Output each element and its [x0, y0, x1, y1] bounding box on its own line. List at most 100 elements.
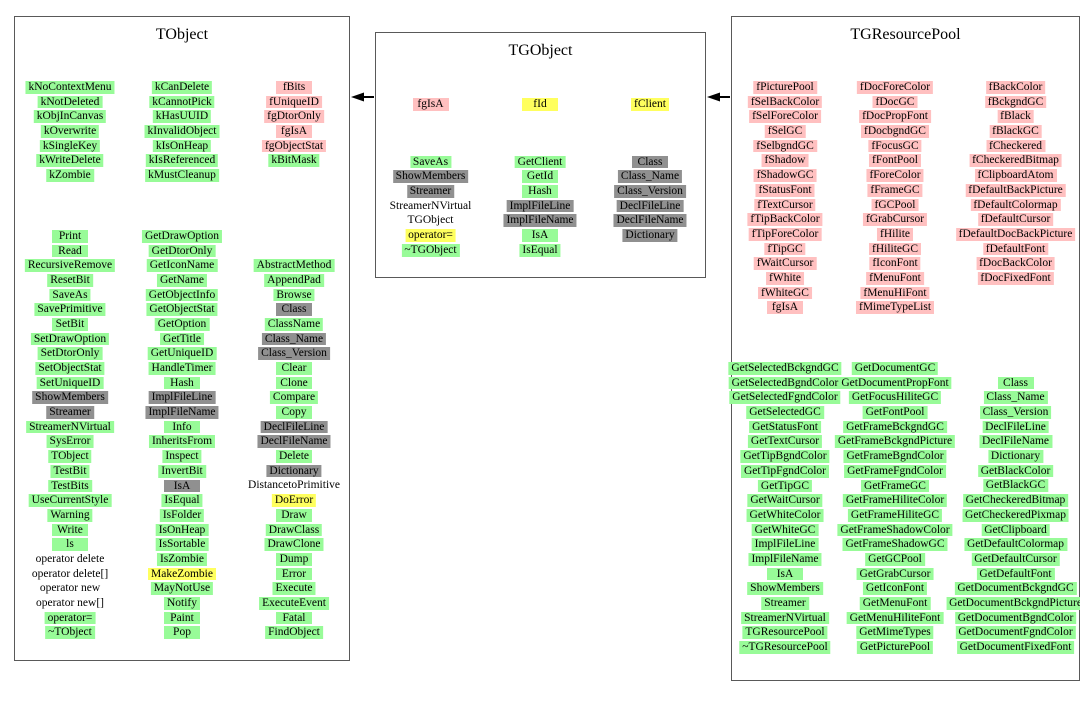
member-findobject[interactable]: FindObject — [265, 626, 323, 640]
member-fbckgndgc[interactable]: fBckgndGC — [984, 95, 1047, 109]
member-class[interactable]: Class — [632, 155, 668, 169]
member-ffontpool[interactable]: fFontPool — [868, 154, 922, 168]
member-fatal[interactable]: Fatal — [276, 611, 312, 625]
member-declfilename[interactable]: DeclFileName — [613, 214, 687, 228]
member-getpicturepool[interactable]: GetPicturePool — [856, 641, 934, 654]
member-geticonfont[interactable]: GetIconFont — [862, 582, 928, 596]
member-isa[interactable]: IsA — [164, 479, 200, 493]
member-kisonheap[interactable]: kIsOnHeap — [152, 139, 212, 153]
member-read[interactable]: Read — [52, 244, 88, 258]
member-~tgobject[interactable]: ~TGObject — [401, 243, 460, 257]
member-ftipbackcolor[interactable]: fTipBackColor — [747, 213, 823, 226]
member-operator-new[interactable]: operator new[] — [35, 597, 105, 609]
class-title-tgresourcepool[interactable]: TGResourcePool — [850, 26, 961, 43]
member-streamernvirtual[interactable]: StreamerNVirtual — [389, 199, 472, 212]
member-resetbit[interactable]: ResetBit — [47, 273, 93, 287]
member-getwhitecolor[interactable]: GetWhiteColor — [746, 508, 824, 522]
member-fhilitegc[interactable]: fHiliteGC — [869, 242, 921, 256]
member-isfolder[interactable]: IsFolder — [159, 508, 205, 522]
member-fselgc[interactable]: fSelGC — [764, 125, 806, 138]
member-showmembers[interactable]: ShowMembers — [392, 170, 469, 184]
member-declfilename[interactable]: DeclFileName — [978, 435, 1053, 449]
member-testbits[interactable]: TestBits — [48, 479, 92, 493]
member-paint[interactable]: Paint — [164, 611, 200, 625]
member-fdocfixedfont[interactable]: fDocFixedFont — [977, 271, 1054, 285]
member-getmenufont[interactable]: GetMenuFont — [859, 597, 931, 610]
member-class_name[interactable]: Class_Name — [617, 170, 683, 184]
member-inheritsfrom[interactable]: InheritsFrom — [148, 435, 216, 449]
member-fbackcolor[interactable]: fBackColor — [985, 81, 1046, 94]
member-fselbgndgc[interactable]: fSelbgndGC — [753, 139, 817, 153]
member-hash[interactable]: Hash — [522, 185, 558, 198]
member-getname[interactable]: GetName — [156, 273, 208, 287]
member-getfontpool[interactable]: GetFontPool — [862, 406, 928, 419]
member-streamernvirtual[interactable]: StreamerNVirtual — [26, 420, 114, 434]
member-getframebgndcolor[interactable]: GetFrameBgndColor — [843, 450, 947, 463]
member-usecurrentstyle[interactable]: UseCurrentStyle — [28, 494, 112, 507]
member-getblackcolor[interactable]: GetBlackColor — [977, 464, 1054, 478]
member-setbit[interactable]: SetBit — [52, 317, 88, 331]
member-fdocbgndgc[interactable]: fDocbgndGC — [861, 125, 929, 138]
member-copy[interactable]: Copy — [276, 406, 312, 419]
member-gettipgc[interactable]: GetTipGC — [757, 479, 813, 493]
member-info[interactable]: Info — [164, 420, 200, 434]
member-fwhite[interactable]: fWhite — [766, 271, 804, 285]
member-ftextcursor[interactable]: fTextCursor — [754, 198, 816, 212]
member-fblackgc[interactable]: fBlackGC — [989, 125, 1042, 138]
member-getframegc[interactable]: GetFrameGC — [861, 479, 929, 493]
member-getmenuhilitefont[interactable]: GetMenuHiliteFont — [846, 611, 944, 625]
member-operator[interactable]: operator= — [44, 611, 96, 625]
member-gettipfgndcolor[interactable]: GetTipFgndColor — [740, 464, 830, 478]
member-clear[interactable]: Clear — [276, 361, 312, 375]
member-fdocgc[interactable]: fDocGC — [872, 95, 918, 109]
member-getdocumentfgndcolor[interactable]: GetDocumentFgndColor — [955, 626, 1076, 640]
member-getdtoronly[interactable]: GetDtorOnly — [148, 244, 216, 258]
member-~tgresourcepool[interactable]: ~TGResourcePool — [739, 641, 831, 654]
member-declfileline[interactable]: DeclFileLine — [616, 199, 684, 213]
member-implfileline[interactable]: ImplFileLine — [506, 199, 574, 213]
member-getdrawoption[interactable]: GetDrawOption — [141, 229, 223, 243]
member-kinvalidobject[interactable]: kInvalidObject — [144, 125, 220, 138]
member-dictionary[interactable]: Dictionary — [987, 450, 1044, 463]
member-tgresourcepool[interactable]: TGResourcePool — [742, 626, 828, 640]
member-kcannotpick[interactable]: kCannotPick — [149, 95, 215, 109]
member-dictionary[interactable]: Dictionary — [622, 229, 678, 242]
member-saveprimitive[interactable]: SavePrimitive — [34, 303, 106, 316]
member-kmustcleanup[interactable]: kMustCleanup — [145, 169, 219, 182]
member-koverwrite[interactable]: kOverwrite — [40, 125, 100, 138]
member-delete[interactable]: Delete — [275, 450, 313, 463]
member-dictionary[interactable]: Dictionary — [266, 464, 322, 478]
member-fstatusfont[interactable]: fStatusFont — [755, 183, 815, 197]
member-fhilite[interactable]: fHilite — [876, 227, 914, 241]
member-syserror[interactable]: SysError — [46, 435, 94, 449]
class-title-tobject[interactable]: TObject — [155, 26, 209, 43]
member-fwaitcursor[interactable]: fWaitCursor — [753, 257, 817, 270]
member-showmembers[interactable]: ShowMembers — [747, 582, 823, 596]
member-ksinglekey[interactable]: kSingleKey — [39, 139, 101, 153]
member-getselectedgc[interactable]: GetSelectedGC — [746, 406, 824, 419]
member-gettitle[interactable]: GetTitle — [160, 332, 204, 346]
member-makezombie[interactable]: MakeZombie — [148, 567, 216, 581]
member-fshadow[interactable]: fShadow — [761, 154, 809, 168]
member-funiqueid[interactable]: fUniqueID — [266, 95, 322, 109]
member-fblack[interactable]: fBlack — [997, 110, 1034, 124]
member-inspect[interactable]: Inspect — [162, 450, 202, 463]
member-fdocpropfont[interactable]: fDocPropFont — [859, 110, 931, 124]
member-fframegc[interactable]: fFrameGC — [867, 183, 923, 197]
member-class[interactable]: Class — [276, 303, 312, 316]
member-implfilename[interactable]: ImplFileName — [503, 214, 577, 228]
member-notify[interactable]: Notify — [163, 597, 201, 610]
member-iszombie[interactable]: IsZombie — [156, 552, 208, 566]
member-getblackgc[interactable]: GetBlackGC — [982, 479, 1049, 493]
member-getframeshadowcolor[interactable]: GetFrameShadowColor — [837, 523, 953, 537]
member-saveas[interactable]: SaveAs — [49, 288, 91, 302]
member-operator[interactable]: operator= — [405, 229, 456, 242]
member-operator-delete[interactable]: operator delete — [35, 552, 105, 565]
member-fclient[interactable]: fClient — [631, 98, 669, 111]
member-fgcpool[interactable]: fGCPool — [871, 198, 919, 212]
member-getframeshadowgc[interactable]: GetFrameShadowGC — [842, 538, 948, 551]
member-clone[interactable]: Clone — [276, 376, 312, 390]
member-isequal[interactable]: IsEqual — [161, 494, 203, 507]
member-declfilename[interactable]: DeclFileName — [257, 435, 331, 449]
member-class[interactable]: Class — [997, 376, 1034, 390]
